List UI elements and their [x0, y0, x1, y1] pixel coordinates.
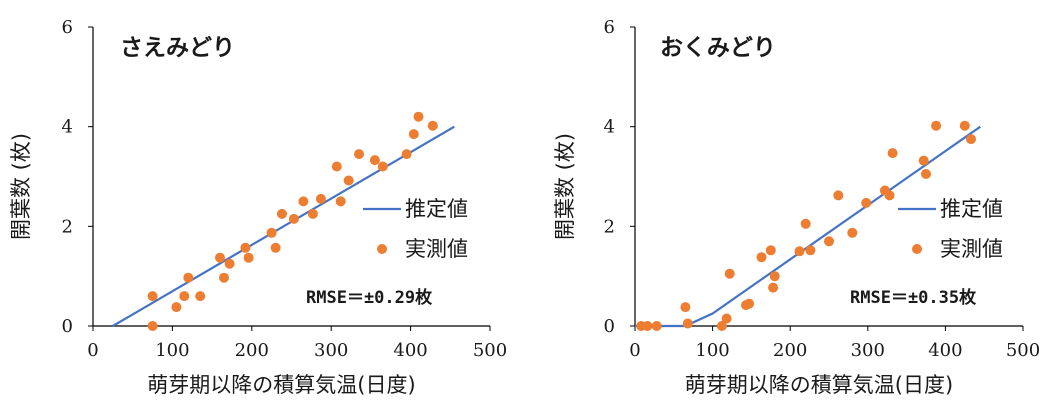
observed-point — [277, 208, 287, 219]
observed-point — [682, 318, 693, 329]
x-tick-label: 400 — [393, 340, 427, 361]
observed-point — [270, 242, 281, 253]
observed-point — [219, 272, 229, 283]
observed-point — [756, 252, 767, 263]
y-tick-label: 2 — [62, 216, 73, 237]
rmse-annotation: RMSE＝±0.29枚 — [306, 287, 433, 308]
observed-point — [298, 196, 309, 207]
observed-point — [315, 193, 326, 204]
x-tick-label: 500 — [1006, 340, 1040, 361]
x-tick-label: 300 — [851, 340, 885, 361]
observed-point — [833, 190, 844, 201]
legend-label-observed: 実測値 — [405, 237, 468, 261]
observed-point — [307, 208, 318, 219]
observed-point — [769, 271, 780, 282]
observed-point — [805, 245, 816, 256]
observed-point — [288, 213, 299, 224]
observed-point — [884, 190, 895, 201]
observed-point — [721, 313, 732, 324]
observed-point — [966, 134, 976, 145]
observed-point — [179, 291, 190, 302]
observed-point — [887, 148, 898, 159]
legend-label-estimate: 推定値 — [940, 197, 1003, 221]
observed-point — [765, 245, 776, 256]
observed-point — [331, 161, 342, 172]
observed-point — [377, 161, 388, 172]
observed-point — [171, 302, 182, 313]
observed-point — [266, 227, 277, 238]
rmse-annotation: RMSE＝±0.35枚 — [850, 287, 977, 308]
observed-point — [744, 298, 755, 309]
observed-point — [959, 120, 970, 131]
legend-label-estimate: 推定値 — [405, 197, 468, 221]
x-tick-label: 100 — [155, 340, 189, 361]
observed-point — [195, 291, 206, 302]
observed-point — [651, 321, 662, 331]
chart-panel-1: 0 100 200 300 400 500 0 2 4 6 萌芽期以降の積算気温(日度) 開葉数 (枚… — [9, 17, 507, 397]
y-tick-label: 2 — [604, 216, 615, 237]
legend-point-swatch — [912, 244, 922, 254]
observed-point — [847, 227, 858, 238]
x-axis-title: 萌芽期以降の積算気温(日度) — [147, 373, 415, 397]
legend-point-swatch — [377, 244, 387, 254]
x-tick-label: 0 — [87, 340, 98, 361]
legend-label-observed: 実測値 — [940, 237, 1003, 261]
observed-point — [824, 236, 834, 247]
observed-point — [401, 149, 412, 160]
observed-point — [408, 129, 419, 140]
observed-point — [716, 321, 727, 331]
x-axis-title: 萌芽期以降の積算気温(日度) — [685, 373, 953, 397]
chart-panel-2: 0 100 200 300 400 500 0 2 4 6 萌芽期以降の積算気温(日度) 開葉数 (枚… — [553, 17, 1040, 397]
observed-point — [147, 291, 158, 302]
observed-point — [861, 197, 872, 208]
observed-point — [794, 246, 805, 257]
y-axis-title: 開葉数 (枚) — [9, 133, 33, 240]
observed-point — [354, 149, 364, 160]
observed-point — [243, 252, 254, 263]
y-tick-label: 4 — [62, 117, 73, 138]
observed-point — [240, 242, 251, 253]
observed-point — [343, 175, 354, 186]
observed-point — [224, 258, 235, 269]
observed-point — [931, 120, 942, 131]
x-tick-label: 200 — [235, 340, 269, 361]
observed-point — [369, 155, 380, 166]
observed-point — [800, 218, 811, 229]
estimate-line — [112, 125, 455, 327]
y-tick-label: 6 — [62, 17, 73, 38]
observed-point — [921, 169, 931, 179]
x-tick-label: 200 — [773, 340, 807, 361]
x-tick-label: 500 — [473, 340, 507, 361]
observed-point — [724, 268, 735, 279]
x-tick-label: 0 — [629, 340, 640, 361]
observed-point — [427, 120, 438, 131]
y-axis-title: 開葉数 (枚) — [553, 133, 577, 240]
panel-title: おくみどり — [660, 35, 776, 61]
y-tick-label: 4 — [604, 117, 615, 138]
observed-point — [147, 321, 158, 331]
x-tick-label: 100 — [695, 340, 729, 361]
observed-point — [215, 252, 225, 263]
y-tick-label: 0 — [62, 316, 73, 337]
observed-point — [183, 272, 194, 283]
observed-point — [642, 321, 653, 331]
x-tick-label: 400 — [928, 340, 962, 361]
y-tick-label: 0 — [604, 316, 615, 337]
y-tick-label: 6 — [604, 17, 615, 38]
observed-point — [335, 196, 346, 207]
x-tick-label: 300 — [314, 340, 348, 361]
observed-point — [413, 111, 424, 122]
observed-point — [680, 302, 691, 313]
observed-point — [918, 155, 929, 166]
panel-title: さえみどり — [120, 35, 235, 61]
observed-point — [768, 282, 779, 293]
